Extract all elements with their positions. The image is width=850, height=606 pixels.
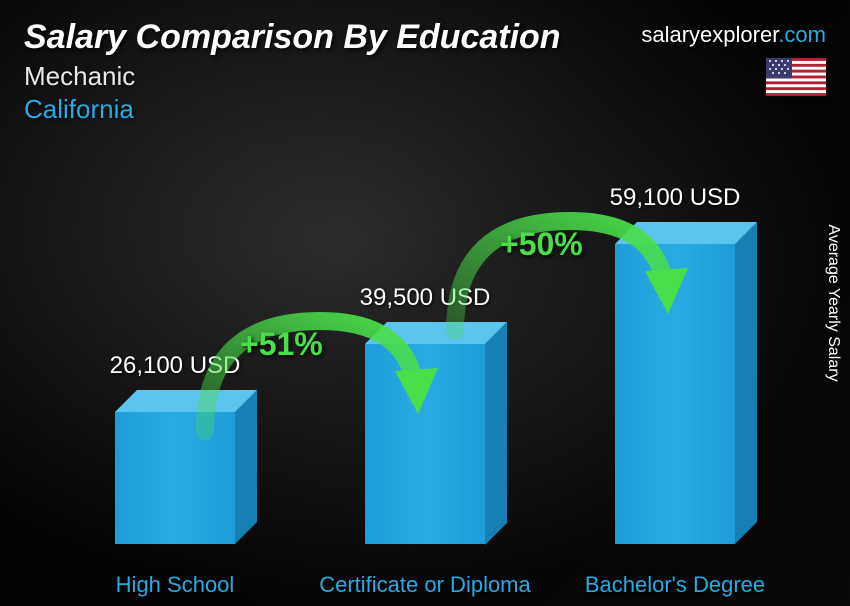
salary-bar-chart: 26,100 USD High School 39,500 USD Certif… bbox=[0, 126, 810, 606]
bar-side bbox=[485, 322, 507, 545]
category-label-2: Bachelor's Degree bbox=[560, 572, 790, 598]
header: Salary Comparison By Education Mechanic … bbox=[24, 18, 561, 125]
increase-arrow-1 bbox=[440, 196, 700, 346]
brand-domain: .com bbox=[778, 22, 826, 47]
category-label-0: High School bbox=[60, 572, 290, 598]
bar-side bbox=[735, 222, 757, 544]
increase-pct-0: +51% bbox=[240, 326, 323, 363]
country-flag-icon bbox=[766, 58, 826, 96]
brand-name: salaryexplorer bbox=[641, 22, 778, 47]
category-label-1: Certificate or Diploma bbox=[310, 572, 540, 598]
job-subtitle: Mechanic bbox=[24, 61, 561, 92]
brand-logo: salaryexplorer.com bbox=[641, 22, 826, 48]
location-label: California bbox=[24, 94, 561, 125]
increase-arrow-0 bbox=[190, 296, 450, 446]
increase-pct-1: +50% bbox=[500, 226, 583, 263]
y-axis-label: Average Yearly Salary bbox=[824, 224, 842, 381]
page-title: Salary Comparison By Education bbox=[24, 18, 561, 57]
